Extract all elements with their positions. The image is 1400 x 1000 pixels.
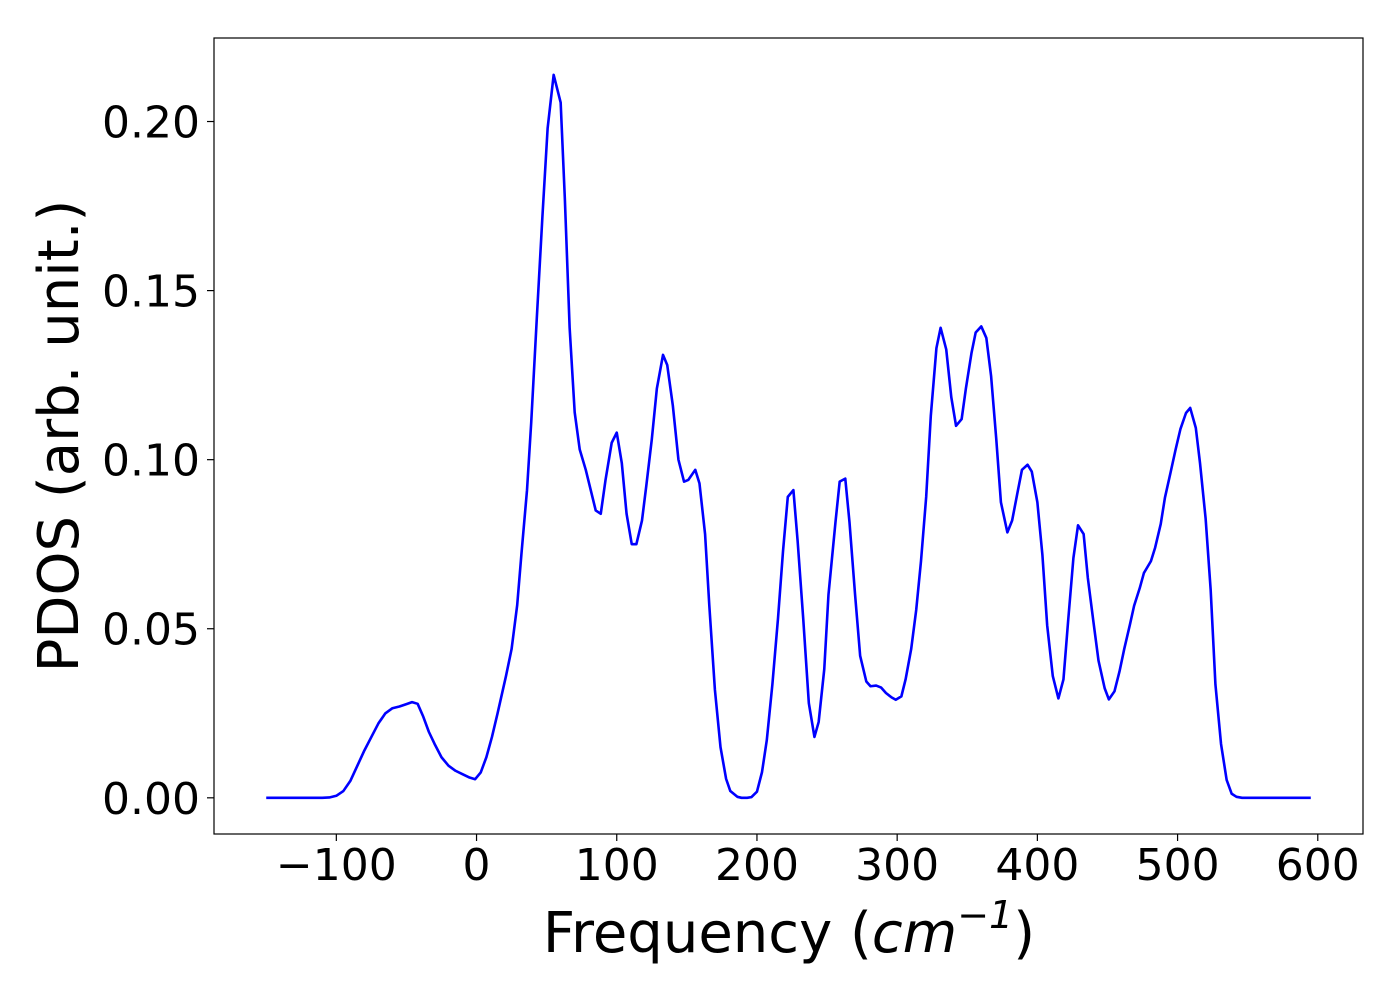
- x-tick-label: 300: [855, 840, 939, 891]
- x-tick-label: 600: [1276, 840, 1360, 891]
- plot-frame: [213, 37, 1364, 835]
- data-line: [266, 73, 1311, 800]
- x-label-text: Frequency (: [543, 901, 872, 966]
- x-tick-label: −100: [276, 840, 397, 891]
- x-tick-label: 400: [995, 840, 1079, 891]
- x-tick-label: 200: [715, 840, 799, 891]
- x-label-superscript: −1: [957, 893, 1013, 937]
- y-tick-label: 0.20: [102, 98, 200, 149]
- y-tick-label: 0.15: [102, 267, 200, 318]
- x-label-math: cm: [872, 901, 957, 966]
- x-tick-label: 500: [1136, 840, 1220, 891]
- y-tick-label: 0.10: [102, 436, 200, 487]
- x-tick-label: 0: [463, 840, 491, 891]
- x-tick-label: 100: [575, 840, 659, 891]
- x-label-close: ): [1013, 901, 1035, 966]
- y-tick-label: 0.05: [102, 605, 200, 656]
- y-tick-label: 0.00: [102, 774, 200, 825]
- y-axis-label: PDOS (arb. unit.): [27, 200, 92, 673]
- x-axis-label: Frequency (cm−1): [543, 893, 1035, 966]
